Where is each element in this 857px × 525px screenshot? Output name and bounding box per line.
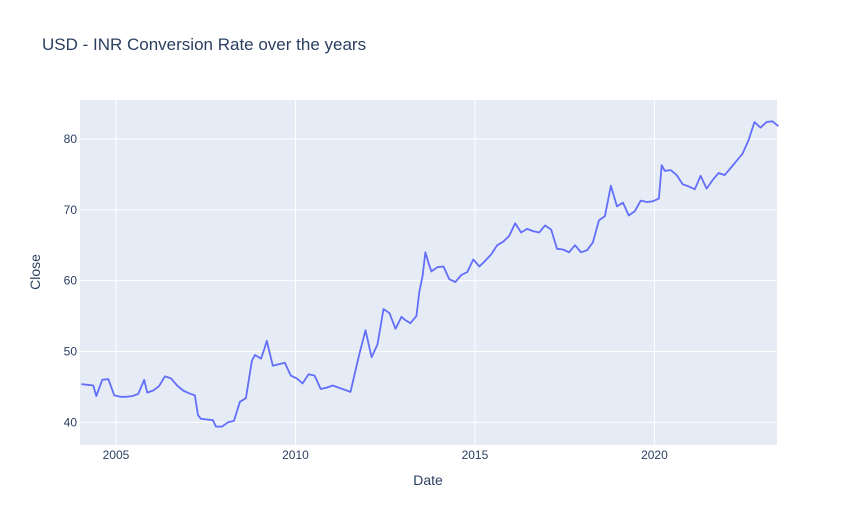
plot-area [80, 100, 777, 445]
y-tick-label: 70 [64, 203, 78, 217]
chart-title: USD - INR Conversion Rate over the years [42, 35, 366, 54]
y-tick-label: 50 [64, 344, 78, 358]
x-tick-label: 2005 [103, 448, 130, 462]
x-axis-ticks: 2005 2010 2015 2020 [103, 448, 668, 462]
y-tick-label: 80 [64, 132, 78, 146]
y-axis-label: Close [27, 254, 43, 290]
series-line [81, 120, 779, 428]
x-tick-label: 2020 [641, 448, 668, 462]
gridlines [80, 100, 777, 445]
x-axis-label: Date [413, 472, 443, 488]
y-tick-label: 40 [64, 415, 78, 429]
y-axis-ticks: 40 50 60 70 80 [64, 132, 78, 429]
y-tick-label: 60 [64, 274, 78, 288]
x-tick-label: 2010 [282, 448, 309, 462]
x-tick-label: 2015 [462, 448, 489, 462]
